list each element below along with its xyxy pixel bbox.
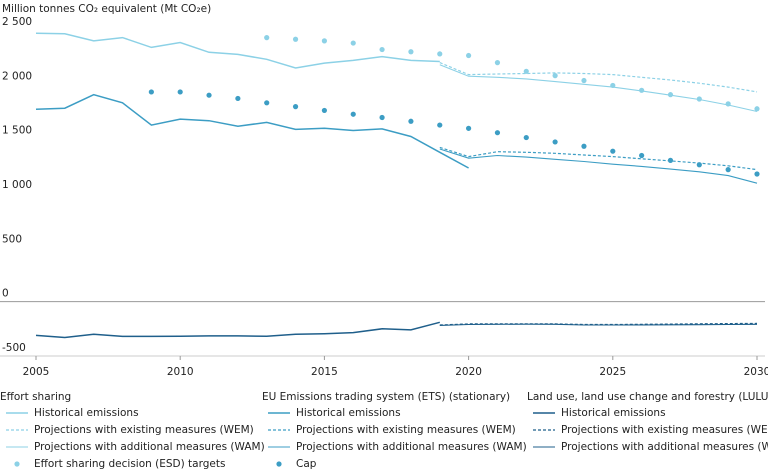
y-tick-label: 1 000 xyxy=(2,179,32,191)
target-dot xyxy=(148,89,154,95)
series-line xyxy=(35,93,469,169)
target-dot xyxy=(639,152,645,159)
target-dot xyxy=(667,92,674,98)
legend-label: Projections with existing measures (WEM) xyxy=(34,424,254,436)
target-dot xyxy=(321,38,327,44)
target-dot xyxy=(206,92,212,98)
series-line xyxy=(439,62,758,93)
y-tick-label: 2 500 xyxy=(2,16,32,28)
target-dot xyxy=(523,134,529,141)
target-dot xyxy=(466,125,472,131)
legend-label: Projections with additional measures (WA… xyxy=(296,441,527,453)
target-dot xyxy=(725,101,731,107)
y-tick-label: -500 xyxy=(2,342,26,354)
x-tick-label: 2015 xyxy=(311,366,338,378)
target-dot xyxy=(639,87,645,93)
y-tick-label: 2 000 xyxy=(2,70,32,82)
legend-label: Effort sharing decision (ESD) targets xyxy=(34,458,225,469)
target-dot xyxy=(494,130,501,136)
y-tick-label: 500 xyxy=(2,233,22,245)
series-line xyxy=(35,32,440,69)
target-dot xyxy=(523,68,529,74)
target-dot xyxy=(754,171,760,177)
series-line xyxy=(439,64,758,113)
series-line xyxy=(35,321,440,339)
legend-label: Projections with existing measures (WEM) xyxy=(296,424,516,436)
legend-label: Cap xyxy=(296,458,317,469)
x-tick-label: 2030 xyxy=(744,366,768,378)
target-dot xyxy=(581,77,587,84)
x-tick-label: 2025 xyxy=(599,366,626,378)
target-dot xyxy=(177,89,183,95)
target-dot xyxy=(350,111,356,117)
legend-label: Projections with existing measures (WEM) xyxy=(561,424,768,436)
target-dot xyxy=(754,106,760,112)
target-dot xyxy=(725,167,731,173)
target-dot xyxy=(437,122,443,128)
target-dot xyxy=(292,36,299,42)
legend-group-title: Effort sharing xyxy=(0,391,71,403)
target-dot xyxy=(610,82,616,89)
legend-label: Historical emissions xyxy=(561,407,666,419)
legend-label: Historical emissions xyxy=(296,407,401,419)
target-dot xyxy=(696,96,702,102)
target-dot xyxy=(610,148,616,154)
legend-group-title: EU Emissions trading system (ETS) (stati… xyxy=(262,391,510,403)
legend-swatch xyxy=(276,461,282,467)
target-dot xyxy=(696,162,702,168)
target-dot xyxy=(321,107,327,114)
y-axis-label: Million tonnes CO₂ equivalent (Mt CO₂e) xyxy=(2,3,211,15)
x-tick-label: 2020 xyxy=(455,366,482,378)
target-dot xyxy=(494,60,501,66)
target-dot xyxy=(581,143,587,149)
legend-label: Historical emissions xyxy=(34,407,139,419)
target-dot xyxy=(264,35,270,41)
target-dot xyxy=(667,157,674,163)
y-tick-label: 0 xyxy=(2,288,9,300)
target-dot xyxy=(408,118,414,124)
x-tick-label: 2005 xyxy=(23,366,50,378)
legend-swatch xyxy=(14,461,20,467)
target-dot xyxy=(466,52,472,59)
target-dot xyxy=(552,73,558,79)
target-dot xyxy=(350,40,356,46)
series-line xyxy=(439,146,758,171)
series-line xyxy=(439,148,758,184)
legend-group-title: Land use, land use change and forestry (… xyxy=(527,391,768,403)
legend-label: Projections with additional measures (WA… xyxy=(561,441,768,453)
legend-label: Projections with additional measures (WA… xyxy=(34,441,265,453)
target-dot xyxy=(235,95,241,102)
target-dot xyxy=(437,51,443,57)
target-dot xyxy=(379,114,385,121)
target-dot xyxy=(552,139,558,145)
target-dot xyxy=(408,49,414,55)
target-dot xyxy=(379,46,385,53)
target-dot xyxy=(264,100,270,106)
target-dot xyxy=(292,104,299,110)
y-tick-label: 1 500 xyxy=(2,125,32,137)
x-tick-label: 2010 xyxy=(167,366,194,378)
series-line xyxy=(439,323,758,326)
